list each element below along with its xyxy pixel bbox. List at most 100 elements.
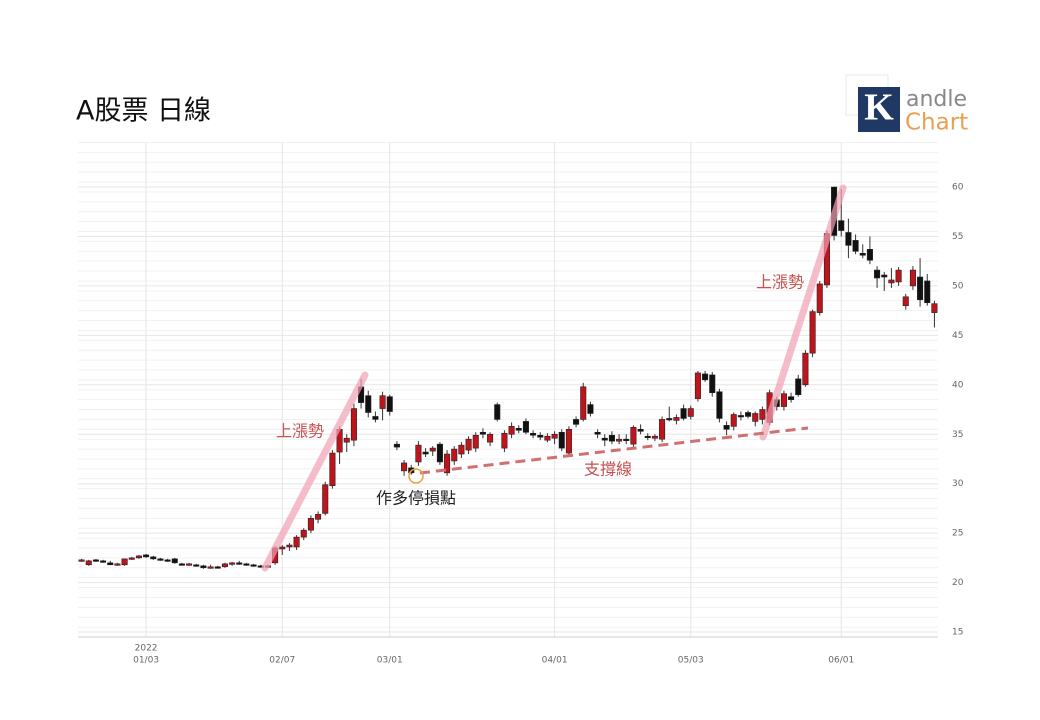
candle-body	[702, 373, 709, 381]
candle-body	[200, 565, 207, 569]
candle-body	[114, 563, 121, 566]
candle-body	[601, 437, 608, 441]
candle-body	[745, 412, 752, 417]
logo-box	[858, 87, 900, 132]
candle-body	[100, 560, 107, 563]
candle-body	[350, 408, 357, 441]
x-tick-label: 02/07	[269, 656, 295, 666]
candle-body	[415, 444, 422, 463]
candle-body	[859, 252, 866, 256]
candle-body	[243, 563, 250, 566]
candle-body	[594, 431, 601, 435]
candle-body	[365, 395, 372, 413]
logo: K andle Chart	[845, 74, 968, 136]
annotation: 支撐線	[584, 460, 632, 479]
candle-body	[845, 232, 852, 246]
candle-body	[888, 279, 895, 284]
candle-body	[881, 274, 888, 278]
y-tick-label: 35	[952, 430, 963, 440]
candle-body	[659, 419, 666, 440]
candle-body	[573, 419, 580, 425]
candle-body	[795, 378, 802, 395]
candle-body	[329, 452, 336, 486]
chart-title: A股票 日線	[76, 96, 211, 127]
candle-body	[737, 415, 744, 418]
candle-body	[121, 558, 128, 566]
candle-body	[487, 433, 494, 443]
candle-body	[322, 484, 329, 514]
candle-body	[544, 435, 551, 441]
candle-body	[379, 395, 386, 409]
candle-body	[780, 393, 787, 407]
candle-body	[716, 391, 723, 419]
candle-body	[436, 443, 443, 463]
candle-body	[293, 536, 300, 548]
candle-body	[422, 451, 429, 455]
stop-marker	[408, 468, 424, 484]
candle-body	[909, 269, 916, 287]
candle-body	[666, 418, 673, 421]
candle-body	[694, 372, 701, 399]
candle-body	[307, 518, 314, 531]
candle-body	[673, 417, 680, 421]
candle-body	[723, 425, 730, 430]
candle-body	[551, 433, 558, 439]
candle-body	[558, 431, 565, 449]
plot: 15 20 25 30 35 40 45 50 55 60 01/03 2022 02/07 03/01 0…	[78, 142, 964, 666]
candle-body	[143, 554, 150, 558]
candle-body	[752, 413, 759, 422]
candle-body	[565, 429, 572, 454]
annotations: 上漲勢 上漲勢 支撐線 作多停損點	[261, 184, 847, 572]
x-tick-label: 04/01	[542, 656, 568, 666]
x-tick-label: 06/01	[828, 656, 854, 666]
candle-body	[78, 559, 85, 562]
candle-body	[300, 529, 307, 538]
candle-body	[644, 435, 651, 439]
candle-body	[250, 564, 257, 567]
candle-body	[372, 416, 379, 420]
candle-body	[444, 453, 451, 474]
x-tick-label: 01/03	[133, 656, 159, 666]
candle-body	[616, 438, 623, 442]
candle-body	[852, 240, 859, 252]
candle-body	[687, 408, 694, 417]
candle-body	[393, 443, 400, 448]
support-line	[419, 426, 809, 475]
x-tick-label: 05/03	[678, 656, 704, 666]
candle-body	[515, 428, 522, 431]
logo-letter: K	[864, 87, 894, 129]
candle-body	[401, 462, 408, 472]
candle-body	[150, 556, 157, 560]
candle-body	[788, 396, 795, 400]
candle-body	[315, 514, 322, 520]
candle-body	[494, 404, 501, 420]
candle-body	[501, 432, 508, 449]
candle-body	[902, 296, 909, 306]
y-tick-label: 15	[952, 628, 963, 638]
candle-body	[92, 559, 99, 562]
candle-body	[135, 555, 142, 559]
candle-body	[508, 426, 515, 435]
candle-body	[931, 303, 938, 313]
candle-body	[343, 437, 350, 443]
candle-body	[207, 566, 214, 569]
y-tick-label: 60	[952, 183, 964, 193]
logo-line1: andle	[906, 87, 967, 112]
annotation: 作多停損點	[376, 489, 456, 508]
candle-body	[680, 408, 687, 419]
candle-body	[451, 448, 458, 462]
candle-body	[472, 434, 479, 449]
candle-body	[221, 563, 228, 568]
candle-body	[651, 435, 658, 439]
y-tick-label: 30	[952, 479, 964, 489]
candle-body	[186, 563, 193, 566]
candle-body	[530, 432, 537, 436]
candle-body	[178, 563, 185, 566]
candle-body	[458, 444, 465, 455]
candle-body	[107, 562, 114, 566]
candle-body	[171, 558, 178, 564]
candle-body	[759, 409, 766, 420]
candle-body	[214, 566, 221, 569]
candle-body	[157, 558, 164, 561]
x-tick-label: 03/01	[377, 656, 403, 666]
